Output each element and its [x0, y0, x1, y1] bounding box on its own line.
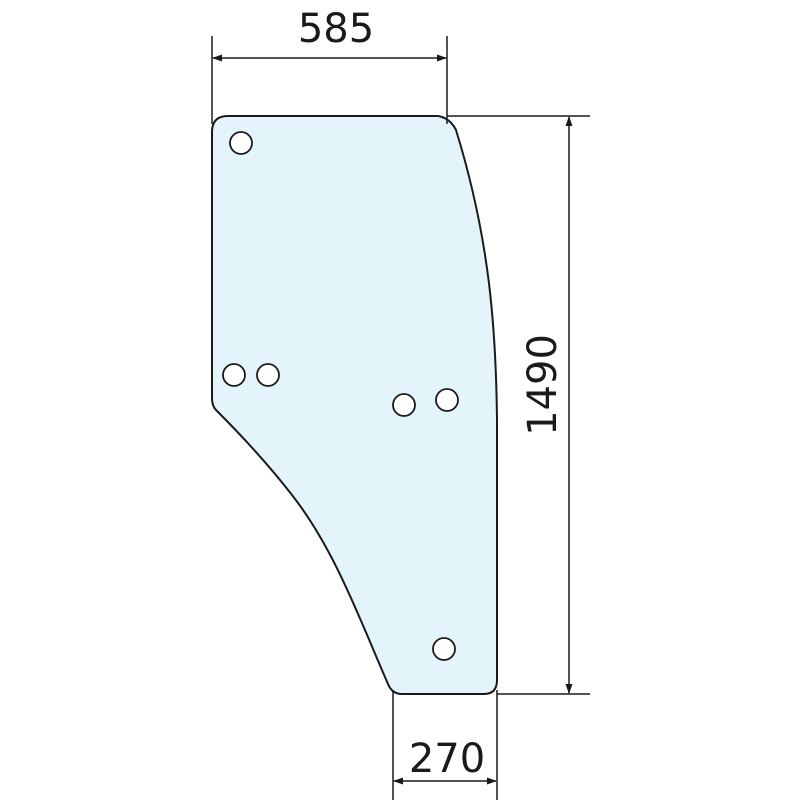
mounting-hole [229, 131, 253, 155]
bottom-width-dimension: 270 [392, 690, 498, 800]
mounting-hole [392, 393, 416, 417]
mounting-hole [435, 388, 459, 412]
top-width-dimension: 585 [211, 6, 448, 124]
mounting-hole [256, 363, 280, 387]
mounting-hole [432, 637, 456, 661]
height-dimension: 1490 [447, 115, 590, 695]
top-width-label: 585 [298, 6, 374, 52]
bottom-width-label: 270 [409, 736, 485, 782]
height-label: 1490 [520, 334, 566, 436]
mounting-hole [222, 363, 246, 387]
mounting-holes [222, 131, 459, 661]
glass-panel-shape [211, 115, 498, 695]
